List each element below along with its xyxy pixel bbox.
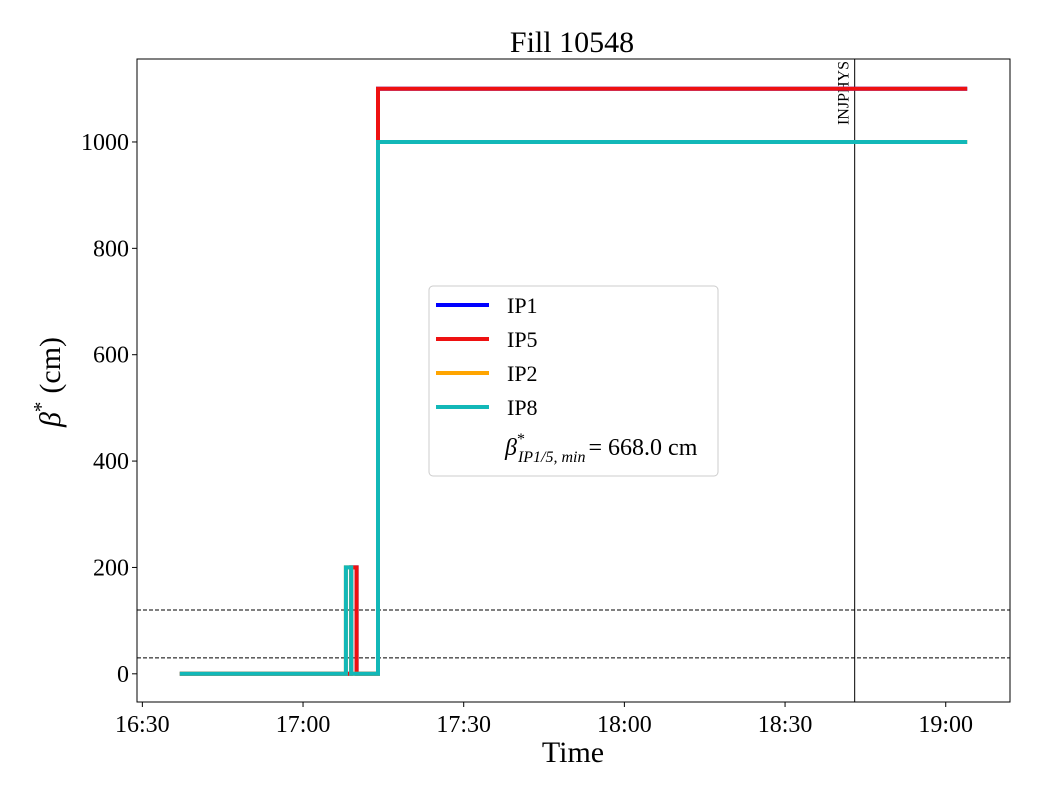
x-tick-label: 16:30 [115, 712, 170, 738]
legend-note: β* IP1/5, min = 668.0 cm [504, 431, 698, 466]
x-tick-label: 18:00 [597, 712, 652, 738]
y-label-symbol: β [34, 412, 67, 428]
event-label: INJPHYS [836, 61, 853, 125]
y-tick-label: 600 [93, 343, 129, 369]
note-symbol: β [504, 435, 517, 461]
x-tick-label: 17:00 [276, 712, 331, 738]
legend-label: IP1 [507, 293, 538, 318]
x-tick-label: 17:30 [436, 712, 491, 738]
legend-label: IP5 [507, 327, 538, 352]
y-tick-label: 800 [93, 236, 129, 262]
y-label-unit: (cm) [34, 337, 67, 394]
y-tick-label: 1000 [81, 130, 129, 156]
legend-label: IP8 [507, 395, 538, 420]
note-sup: * [517, 431, 525, 448]
note-text: = 668.0 cm [589, 435, 698, 461]
plot-frame [136, 58, 1011, 703]
note-sub: IP1/5, min [517, 449, 586, 466]
x-axis-label: Time [542, 736, 604, 769]
x-tick-label: 19:00 [918, 712, 973, 738]
x-tick-label: 18:30 [758, 712, 813, 738]
legend-label: IP2 [507, 361, 538, 386]
y-tick-label: 200 [93, 555, 129, 581]
chart-title: Fill 10548 [510, 26, 634, 59]
y-label-sup: * [29, 402, 53, 413]
y-axis-label: β* (cm) [29, 337, 67, 428]
y-tick-label: 0 [117, 662, 129, 688]
legend-box [428, 285, 719, 477]
series-line [179, 140, 968, 676]
y-tick-label: 400 [93, 449, 129, 475]
